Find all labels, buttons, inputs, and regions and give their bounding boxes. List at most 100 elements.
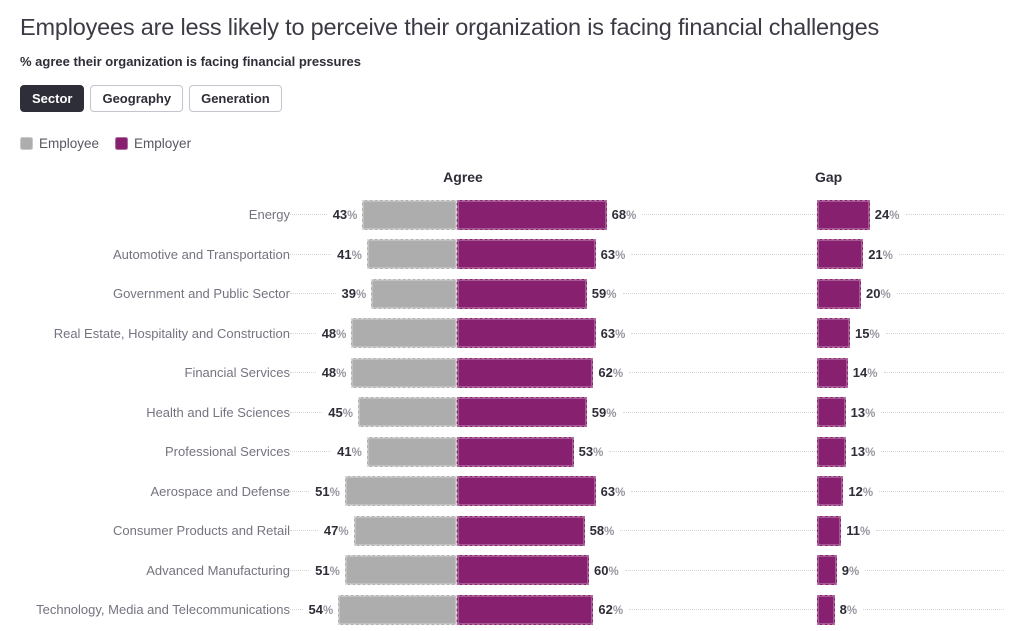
employer-bar	[457, 357, 594, 388]
chart-row: Financial Services 48% 62% 14%	[20, 353, 1004, 393]
leader-line	[881, 451, 1004, 453]
leader-line	[629, 609, 817, 611]
gap-segment: 9%	[817, 555, 1004, 586]
gap-value: 11%	[846, 523, 871, 539]
employee-value: 54%	[308, 602, 334, 618]
tab-geography[interactable]: Geography	[90, 85, 184, 112]
employee-value: 51%	[315, 562, 340, 578]
gap-bar	[817, 594, 835, 625]
chart-row: Technology, Media and Telecommunications…	[20, 590, 1004, 630]
tab-generation[interactable]: Generation	[189, 85, 282, 112]
gap-bar	[817, 515, 842, 546]
employer-bar	[457, 199, 607, 230]
row-label: Technology, Media and Telecommunications	[36, 602, 290, 618]
legend-label: Employee	[39, 136, 100, 151]
gap-value: 13%	[850, 444, 876, 460]
employer-value: 59%	[591, 404, 617, 420]
row-label: Advanced Manufacturing	[146, 562, 290, 578]
diverging-bar-chart: Agree Gap Energy 43% 68% 24% Automotive …	[20, 169, 1004, 630]
leader-line	[624, 569, 817, 571]
gap-value: 24%	[874, 207, 900, 223]
employer-value: 53%	[578, 444, 604, 460]
leader-line	[290, 332, 316, 334]
chart-row: Advanced Manufacturing 51% 60% 9%	[20, 551, 1004, 591]
employee-bar	[344, 476, 457, 507]
gap-segment: 21%	[817, 239, 1004, 270]
leader-line	[885, 332, 1004, 334]
gap-segment: 8%	[817, 594, 1004, 625]
gap-value: 13%	[850, 404, 876, 420]
gap-value: 21%	[868, 246, 893, 262]
gap-bar	[817, 318, 850, 349]
employer-value: 58%	[589, 523, 615, 539]
employer-segment: 62%	[457, 357, 817, 388]
leader-line	[620, 530, 817, 532]
employer-value: 59%	[591, 286, 617, 302]
employee-bar	[353, 515, 457, 546]
gap-segment: 15%	[817, 318, 1004, 349]
employer-segment: 63%	[457, 239, 817, 270]
leader-line	[290, 411, 323, 413]
tab-sector[interactable]: Sector	[20, 85, 85, 112]
leader-line	[898, 253, 1004, 255]
employer-value: 63%	[600, 483, 626, 499]
gap-segment: 14%	[817, 357, 1004, 388]
employee-bar	[338, 594, 457, 625]
employer-bar	[457, 476, 596, 507]
leader-line	[290, 490, 310, 492]
row-label: Government and Public Sector	[112, 286, 290, 302]
chart-row: Energy 43% 68% 24%	[20, 195, 1004, 235]
leader-line	[290, 293, 336, 295]
employee-bar	[366, 436, 457, 467]
leader-line	[631, 490, 817, 492]
chart-row: Real Estate, Hospitality and Constructio…	[20, 314, 1004, 354]
employee-bar	[371, 278, 457, 309]
employee-value: 48%	[321, 325, 347, 341]
gap-bar	[817, 436, 846, 467]
row-label: Professional Services	[165, 444, 290, 460]
row-label: Consumer Products and Retail	[112, 523, 290, 539]
gap-segment: 13%	[817, 436, 1004, 467]
leader-line	[290, 253, 332, 255]
employee-bar	[351, 357, 457, 388]
row-label: Financial Services	[184, 365, 291, 381]
gap-value: 14%	[852, 365, 878, 381]
leader-line	[876, 530, 1004, 532]
row-label: Energy	[248, 207, 290, 223]
gap-segment: 13%	[817, 397, 1004, 428]
leader-line	[896, 293, 1004, 295]
employee-value: 48%	[321, 365, 347, 381]
employee-bar	[366, 239, 457, 270]
leader-line	[905, 214, 1004, 216]
employee-segment: 41%	[290, 436, 457, 467]
employee-segment: 39%	[290, 278, 457, 309]
employer-segment: 62%	[457, 594, 817, 625]
leader-line	[865, 569, 1004, 571]
gap-column-header: Gap	[815, 169, 843, 185]
legend-item: Employee	[20, 136, 99, 151]
employee-value: 41%	[337, 246, 362, 262]
employer-value: 62%	[598, 602, 624, 618]
employer-bar	[457, 239, 596, 270]
employer-segment: 63%	[457, 476, 817, 507]
employer-value: 60%	[594, 562, 619, 578]
gap-bar	[817, 476, 844, 507]
row-label: Aerospace and Defense	[150, 483, 290, 499]
employee-value: 51%	[315, 483, 340, 499]
chart-subtitle: % agree their organization is facing fin…	[20, 54, 361, 69]
employer-bar	[457, 555, 589, 586]
gap-segment: 20%	[817, 278, 1004, 309]
column-headers: Agree Gap	[20, 169, 1004, 195]
employee-segment: 47%	[290, 515, 457, 546]
legend-label: Employer	[134, 136, 192, 151]
employee-segment: 43%	[290, 199, 457, 230]
leader-line	[290, 214, 327, 216]
employee-segment: 54%	[290, 594, 457, 625]
gap-bar	[817, 199, 870, 230]
leader-line	[290, 372, 316, 374]
employer-bar	[457, 278, 587, 309]
leader-line	[609, 451, 817, 453]
legend-item: Employer	[115, 136, 191, 151]
employer-value: 63%	[600, 325, 626, 341]
gap-segment: 12%	[817, 476, 1004, 507]
